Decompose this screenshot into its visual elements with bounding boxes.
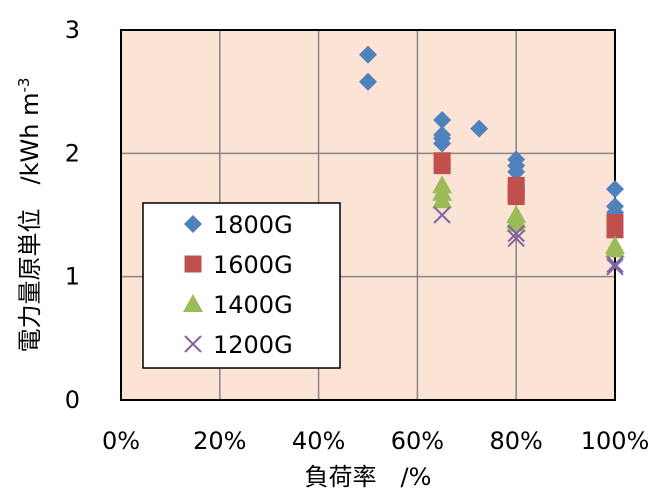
svg-text:電力量原単位 /kWh m-3: 電力量原単位 /kWh m-3 — [15, 78, 44, 353]
data-points — [359, 45, 625, 276]
legend-label: 1200G — [213, 331, 293, 359]
data-point-triangle — [432, 190, 453, 209]
data-point-x — [433, 206, 451, 224]
y-tick-label: 3 — [65, 16, 80, 44]
data-point-diamond — [470, 119, 489, 138]
x-tick-label: 40% — [292, 427, 345, 455]
legend-label: 1400G — [213, 291, 293, 319]
y-tick-label: 1 — [65, 263, 80, 291]
x-tick-label: 20% — [193, 427, 246, 455]
data-point-diamond — [507, 162, 526, 181]
legend-marker-x — [184, 335, 202, 353]
data-point-triangle — [605, 239, 625, 258]
y-axis-title-main: 電力量原単位 /kWh m — [16, 93, 44, 353]
legend-marker-triangle — [183, 294, 203, 312]
data-point-square — [606, 221, 624, 239]
x-axis-title: 負荷率 /% — [305, 463, 432, 491]
data-point-diamond — [359, 45, 377, 64]
y-axis-title-superscript: -3 — [15, 78, 33, 93]
legend-marker-square — [184, 255, 202, 273]
y-tick-label: 0 — [65, 386, 80, 414]
data-point-diamond — [606, 180, 624, 199]
x-tick-label: 0% — [102, 427, 140, 455]
legend: 1800G 1600G 1400G 1200G — [142, 202, 341, 369]
data-point-square — [507, 188, 525, 205]
data-point-x — [606, 255, 624, 274]
y-tick-label: 2 — [65, 139, 80, 167]
data-point-x — [606, 258, 624, 276]
data-point-x — [507, 224, 525, 243]
legend-label: 1800G — [213, 211, 293, 239]
data-point-square — [433, 157, 451, 175]
x-tick-label: 80% — [490, 427, 543, 455]
x-tick-label: 60% — [391, 427, 444, 455]
data-point-x — [507, 229, 525, 248]
legend-label: 1600G — [213, 251, 293, 279]
y-axis-ticks: 0 1 2 3 — [65, 16, 80, 414]
x-axis-ticks: 0% 20% 40% 60% 80% 100% — [102, 427, 649, 455]
data-point-diamond — [433, 111, 452, 130]
x-tick-label: 100% — [581, 427, 650, 455]
data-point-diamond — [433, 134, 452, 153]
data-point-diamond — [359, 72, 377, 91]
y-axis-title: 電力量原単位 /kWh m-3 — [15, 78, 44, 353]
legend-marker-diamond — [184, 215, 202, 233]
legend-box — [142, 202, 341, 369]
